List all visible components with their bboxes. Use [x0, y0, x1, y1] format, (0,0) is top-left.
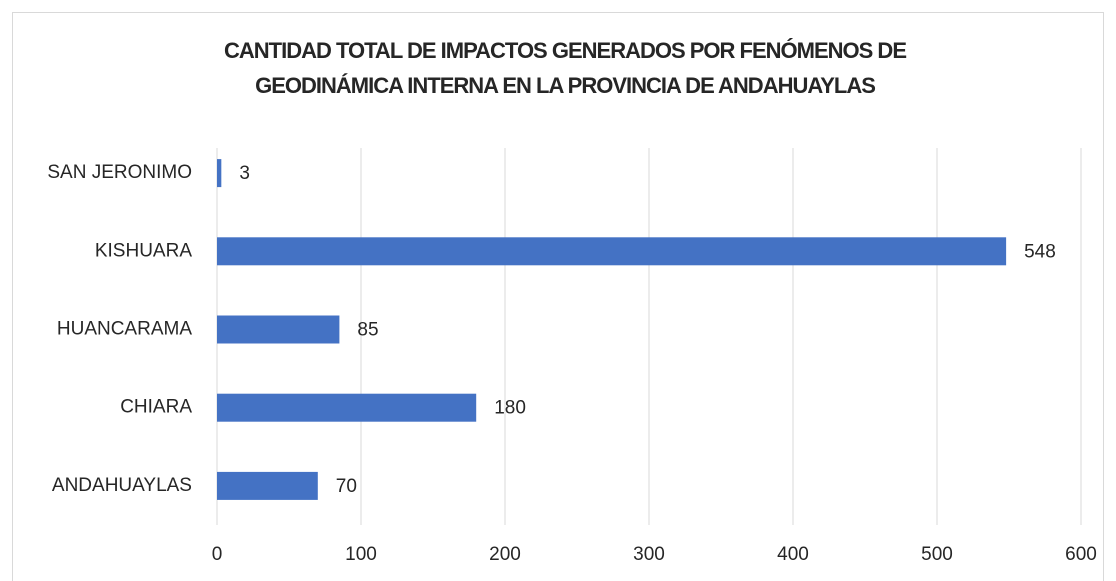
y-tick-label: SAN JERONIMO	[47, 162, 192, 183]
y-tick-label: KISHUARA	[95, 240, 192, 261]
x-tick-label: 200	[489, 544, 521, 565]
bar	[217, 471, 318, 500]
x-tick-label: 500	[921, 544, 953, 565]
chart-title-line: GEODINÁMICA INTERNA EN LA PROVINCIA DE A…	[255, 73, 875, 98]
x-tick-label: 600	[1065, 544, 1097, 565]
x-tick-label: 300	[633, 544, 665, 565]
bar	[217, 237, 1007, 266]
y-tick-label: HUANCARAMA	[57, 319, 192, 340]
y-tick-label: ANDAHUAYLAS	[52, 475, 192, 496]
data-label: 3	[239, 163, 250, 184]
data-label: 85	[357, 320, 378, 341]
x-tick-label: 100	[345, 544, 377, 565]
data-label: 70	[336, 476, 357, 497]
bar	[217, 159, 222, 188]
chart-title-line: CANTIDAD TOTAL DE IMPACTOS GENERADOS POR…	[224, 38, 906, 63]
x-tick-label: 400	[777, 544, 809, 565]
data-label: 180	[494, 398, 526, 419]
data-label: 548	[1024, 241, 1056, 262]
x-tick-label: 0	[212, 544, 223, 565]
y-tick-label: CHIARA	[120, 397, 192, 418]
chart-border	[12, 12, 1104, 581]
bar	[217, 315, 340, 344]
bar	[217, 393, 477, 422]
